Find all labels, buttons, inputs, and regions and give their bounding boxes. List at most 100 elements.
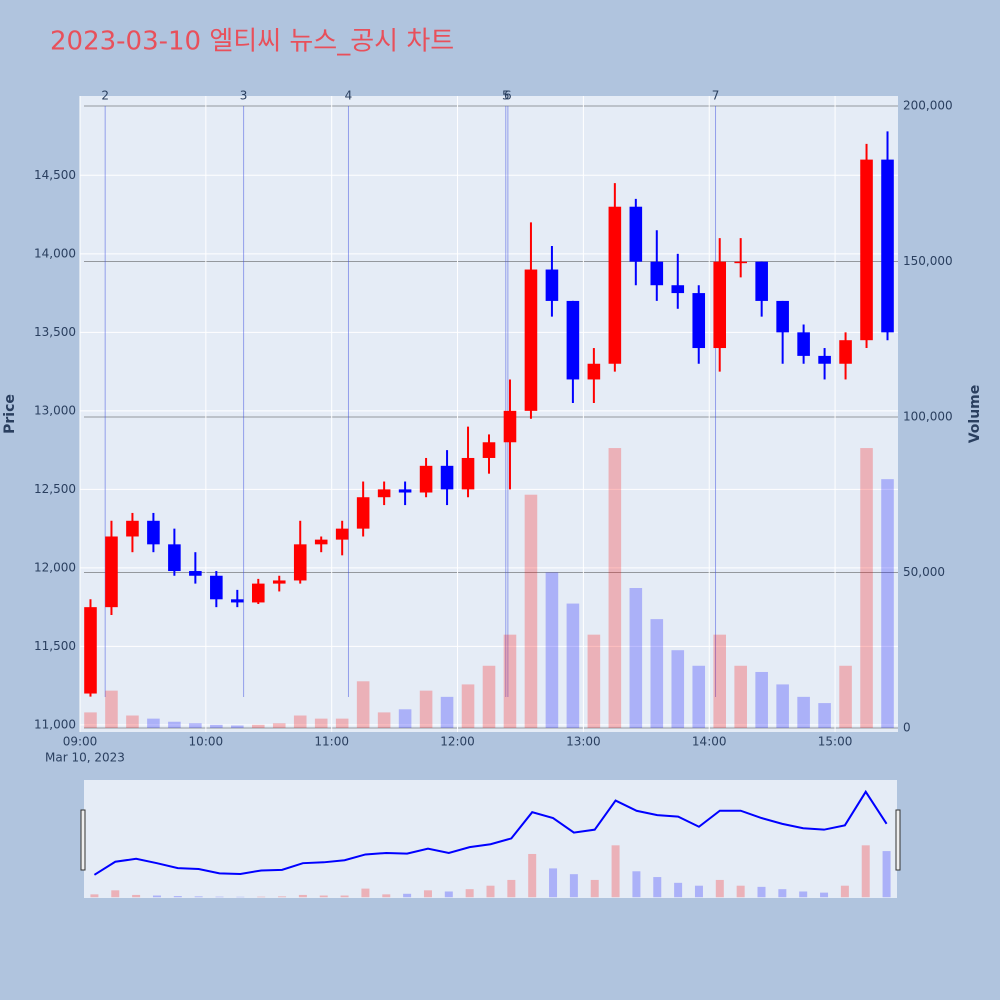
candle-body [881, 159, 894, 333]
y-tick-label: 13,000 [34, 403, 76, 417]
volume-bar [692, 665, 706, 728]
annotation-label: 3 [240, 89, 248, 103]
volume-bar [231, 725, 244, 728]
candle-body [314, 539, 328, 545]
x-tick-label: 09:00 [63, 735, 98, 749]
mini-volume-bar [173, 896, 182, 898]
y-axis-title: Price [2, 394, 18, 434]
mini-volume-bar [882, 851, 891, 898]
volume-bar [293, 715, 307, 728]
mini-volume-bar [298, 894, 307, 898]
candle-body [293, 544, 307, 581]
mini-volume-bar [820, 892, 829, 898]
candle-body [210, 575, 223, 600]
y-tick-label: 14,000 [34, 246, 76, 260]
annotation-label: 4 [345, 89, 353, 103]
x-tick-label: 14:00 [692, 735, 727, 749]
candle-body [440, 465, 454, 490]
volume-bar [839, 665, 852, 728]
y2-axis-title: Volume [967, 385, 983, 444]
mini-volume-bar [361, 888, 370, 898]
x-tick-label: 10:00 [189, 735, 224, 749]
candle-body [692, 293, 706, 349]
volume-bar [105, 690, 118, 728]
candle-body [377, 489, 391, 498]
candle-body [461, 457, 475, 490]
y2-tick-label: 100,000 [903, 409, 953, 423]
volume-bar [272, 723, 286, 728]
volume-bar [881, 479, 894, 728]
volume-bar [377, 712, 391, 728]
mini-volume-bar [590, 879, 599, 898]
mini-volume-bar [278, 896, 287, 898]
volume-bar [755, 671, 768, 728]
volume-bar [608, 448, 622, 728]
volume-bar [545, 572, 559, 728]
candle-body [566, 300, 580, 380]
mini-volume-bar [486, 885, 495, 898]
range-handle-right[interactable] [895, 809, 901, 871]
candle-body [860, 159, 873, 341]
candle-body [545, 269, 559, 301]
mini-volume-bar [403, 893, 412, 898]
mini-volume-bar [132, 894, 141, 898]
volume-bar [461, 684, 475, 728]
mini-volume-bar [111, 890, 120, 898]
volume-bar [84, 712, 97, 728]
candle-body [797, 332, 810, 356]
volume-bar [566, 603, 580, 728]
candle-body [524, 269, 538, 411]
range-handle-left[interactable] [80, 809, 86, 871]
plot-area [80, 96, 898, 732]
volume-bar [126, 715, 139, 728]
candle-body [839, 340, 852, 364]
mini-volume-bar [382, 894, 391, 898]
chart-title: 2023-03-10 엘티씨 뉴스_공시 차트 [50, 27, 454, 57]
mini-volume-bar [569, 874, 578, 898]
mini-volume-bar [632, 871, 641, 898]
volume-bar [147, 718, 160, 728]
candle-body [251, 583, 265, 603]
x-tick-label: 12:00 [440, 735, 475, 749]
annotation-label: 7 [712, 89, 720, 103]
mini-volume-bar [549, 868, 558, 898]
candle-body [231, 599, 244, 603]
volume-bar [189, 723, 202, 728]
candle-body [398, 489, 412, 493]
candle-body [587, 363, 601, 380]
candle-body [818, 355, 831, 364]
mini-volume-bar [715, 879, 724, 898]
candle-body [734, 261, 747, 264]
mini-volume-bar [194, 896, 203, 898]
candle-body [776, 300, 789, 333]
mini-volume-bar [694, 885, 703, 898]
annotation-label: 6 [504, 89, 512, 103]
mini-volume-bar [90, 894, 99, 898]
mini-volume-bar [757, 886, 766, 898]
volume-bar [335, 718, 349, 728]
volume-bar [629, 588, 643, 728]
mini-volume-bar [423, 890, 432, 898]
range-slider[interactable] [84, 780, 897, 898]
volume-bar [587, 634, 601, 728]
x-tick-label: 11:00 [314, 735, 349, 749]
y2-tick-label: 50,000 [903, 565, 945, 579]
candle-body [650, 261, 664, 286]
volume-bar [860, 448, 873, 728]
y-tick-label: 13,500 [34, 325, 76, 339]
mini-volume-bar [528, 853, 537, 898]
volume-bar [671, 650, 685, 728]
mini-volume-bar [444, 891, 453, 898]
volume-bar [251, 724, 265, 728]
y-tick-label: 12,500 [34, 482, 76, 496]
mini-volume-bar [653, 877, 662, 898]
mini-volume-bar [152, 895, 161, 898]
y-tick-label: 12,000 [34, 560, 76, 574]
volume-bar [713, 634, 727, 728]
volume-bar [503, 634, 517, 728]
mini-volume-bar [778, 889, 787, 898]
volume-bar [314, 718, 328, 728]
mini-volume-bar [215, 896, 224, 898]
annotation-label: 2 [101, 89, 109, 103]
